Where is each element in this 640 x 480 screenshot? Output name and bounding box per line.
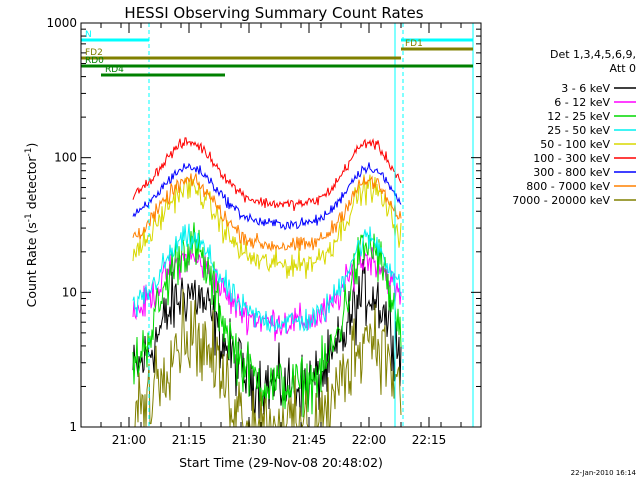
series-line xyxy=(132,137,402,212)
y-tick-label: 100 xyxy=(54,151,77,165)
legend-label: 7000 - 20000 keV xyxy=(512,194,610,207)
flag-label: RD4 xyxy=(105,65,124,75)
flag-label: FD1 xyxy=(405,39,423,49)
flag-label: RD0 xyxy=(85,56,104,66)
series-line xyxy=(132,173,402,252)
plot-area xyxy=(132,137,402,427)
y-tick-label: 1 xyxy=(69,420,77,434)
x-tick-label: 21:15 xyxy=(172,433,207,447)
x-axis-label: Start Time (29-Nov-08 20:48:02) xyxy=(179,455,383,470)
chart-title: HESSI Observing Summary Count Rates xyxy=(124,4,423,22)
legend-label: 800 - 7000 keV xyxy=(526,180,610,193)
series-line xyxy=(132,223,402,334)
flag-label: N xyxy=(85,30,92,40)
axes: 1 10 100 1000 21:00 21:15 21:30 21:45 22:00 22:15 xyxy=(46,16,482,447)
legend-label: 300 - 800 keV xyxy=(533,166,610,179)
series-line xyxy=(132,162,402,231)
x-tick-label: 22:15 xyxy=(412,433,447,447)
series-line xyxy=(132,174,402,279)
legend-label: 100 - 300 keV xyxy=(533,152,610,165)
legend-header: Det 1,3,4,5,6,9, xyxy=(550,48,636,61)
legend-label: 12 - 25 keV xyxy=(547,110,610,123)
y-tick-label: 1000 xyxy=(46,16,77,30)
legend-label: 25 - 50 keV xyxy=(547,124,610,137)
series-line xyxy=(132,222,402,418)
flag-label: FD2 xyxy=(85,48,103,58)
footer-date: 22-Jan-2010 16:14 xyxy=(571,469,637,477)
x-tick-label: 22:00 xyxy=(352,433,387,447)
legend-header: Att 0 xyxy=(610,62,636,75)
x-tick-label: 21:00 xyxy=(112,433,147,447)
legend-label: 6 - 12 keV xyxy=(554,96,610,109)
y-axis-label: Count Rate (s-1 detector-1) xyxy=(24,143,39,308)
series-line xyxy=(133,288,402,427)
y-tick-label: 10 xyxy=(62,285,77,299)
x-tick-label: 21:45 xyxy=(292,433,327,447)
x-tick-label: 21:30 xyxy=(232,433,267,447)
legend-label: 50 - 100 keV xyxy=(540,138,610,151)
legend-label: 3 - 6 keV xyxy=(561,82,610,95)
